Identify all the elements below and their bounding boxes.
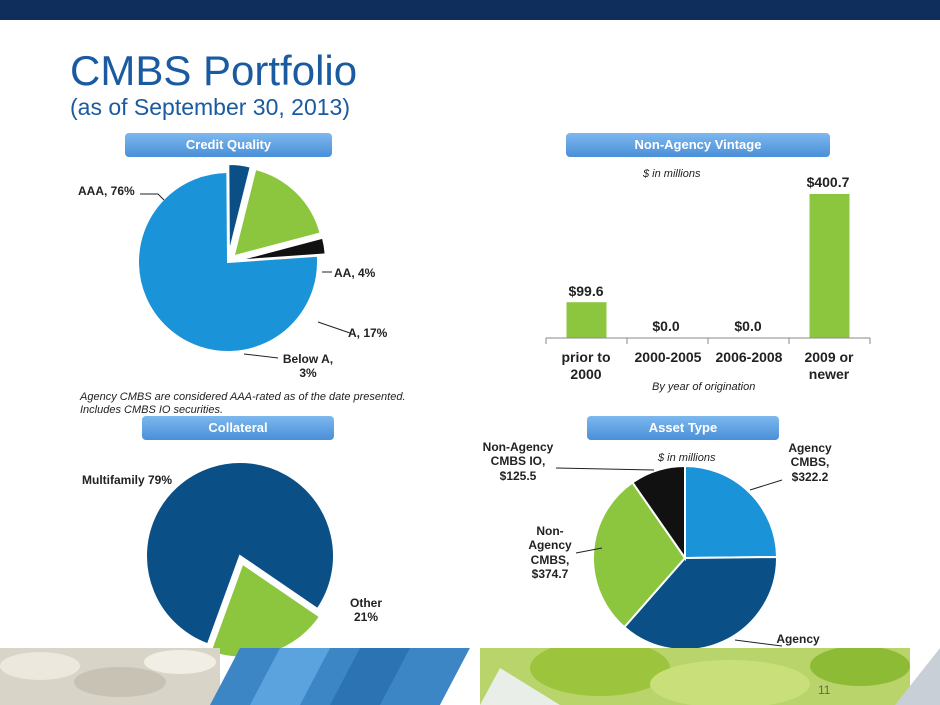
leader-agency-cmbs-io [734,639,783,647]
leader-non-agency-cmbs [575,547,603,554]
top-banner [0,0,940,20]
leader-below-a [243,353,279,359]
pie1-slice-3 [235,236,327,262]
credit-quality-note-1: Agency CMBS are considered AAA-rated as … [80,391,406,403]
below-a-label: Below A, 3% [282,352,334,381]
multifamily-label: Multifamily 79% [82,473,173,487]
asset-units-note: $ in millions [658,452,716,464]
agency-cmbs-label: Agency CMBS, $322.2 [788,441,832,484]
bar-value-2000-2005: $0.0 [652,318,680,334]
credit-quality-heading: Credit Quality [125,133,332,157]
pie1-slice-2 [232,167,322,258]
vintage-units-note: $ in millions [643,168,701,180]
vintage-bar-chart [545,194,871,344]
footer-image-strip [0,648,940,705]
pie3-slice-1 [622,555,778,651]
collateral-heading: Collateral [142,416,334,440]
credit-quality-pie [137,163,327,353]
leader-non-agency-cmbs-io [555,467,655,471]
asset-type-heading: Asset Type [587,416,779,440]
bar-value-prior-2000: $99.6 [568,283,604,299]
pie2-slice-0 [145,461,335,646]
non-agency-cmbs-io-label: Non-Agency CMBS IO, $125.5 [482,440,554,483]
pie3-slice-3 [631,464,686,562]
pie3-slice-2 [592,481,687,629]
a-label: A, 17% [348,326,388,340]
category-prior-2000: prior to 2000 [561,349,611,382]
other-label: Other 21% [349,596,382,625]
leader-lines [140,193,783,647]
bar-3 [809,194,850,338]
non-agency-vintage-heading: Non-Agency Vintage [566,133,830,157]
category-2009-newer: 2009 or newer [804,349,854,382]
pie3-slice-0 [684,464,779,560]
aa-label: AA, 4% [334,266,376,280]
non-agency-cmbs-label: Non-Agency CMBS, $374.7 [528,524,572,582]
aaa-label: AAA, 76% [78,184,135,198]
asset-type-pie [592,464,779,651]
page-number: 11 [818,683,831,697]
leader-agency-cmbs [749,479,783,491]
page-subtitle: (as of September 30, 2013) [70,94,350,120]
leader-aaa [140,193,165,201]
collateral-pie [145,461,335,659]
credit-quality-note-2: Includes CMBS IO securities. [80,404,224,416]
leader-a [317,321,351,334]
vintage-axis-label: By year of origination [652,381,756,393]
page-title: CMBS Portfolio [70,47,358,94]
bar-value-2009-newer: $400.7 [806,174,850,190]
pie1-slice-1 [227,163,252,255]
bar-0 [566,302,607,338]
pie1-slice-0 [137,170,319,353]
bar-value-2006-2008: $0.0 [734,318,762,334]
category-2000-2005: 2000-2005 [634,349,702,365]
category-2006-2008: 2006-2008 [715,349,783,365]
